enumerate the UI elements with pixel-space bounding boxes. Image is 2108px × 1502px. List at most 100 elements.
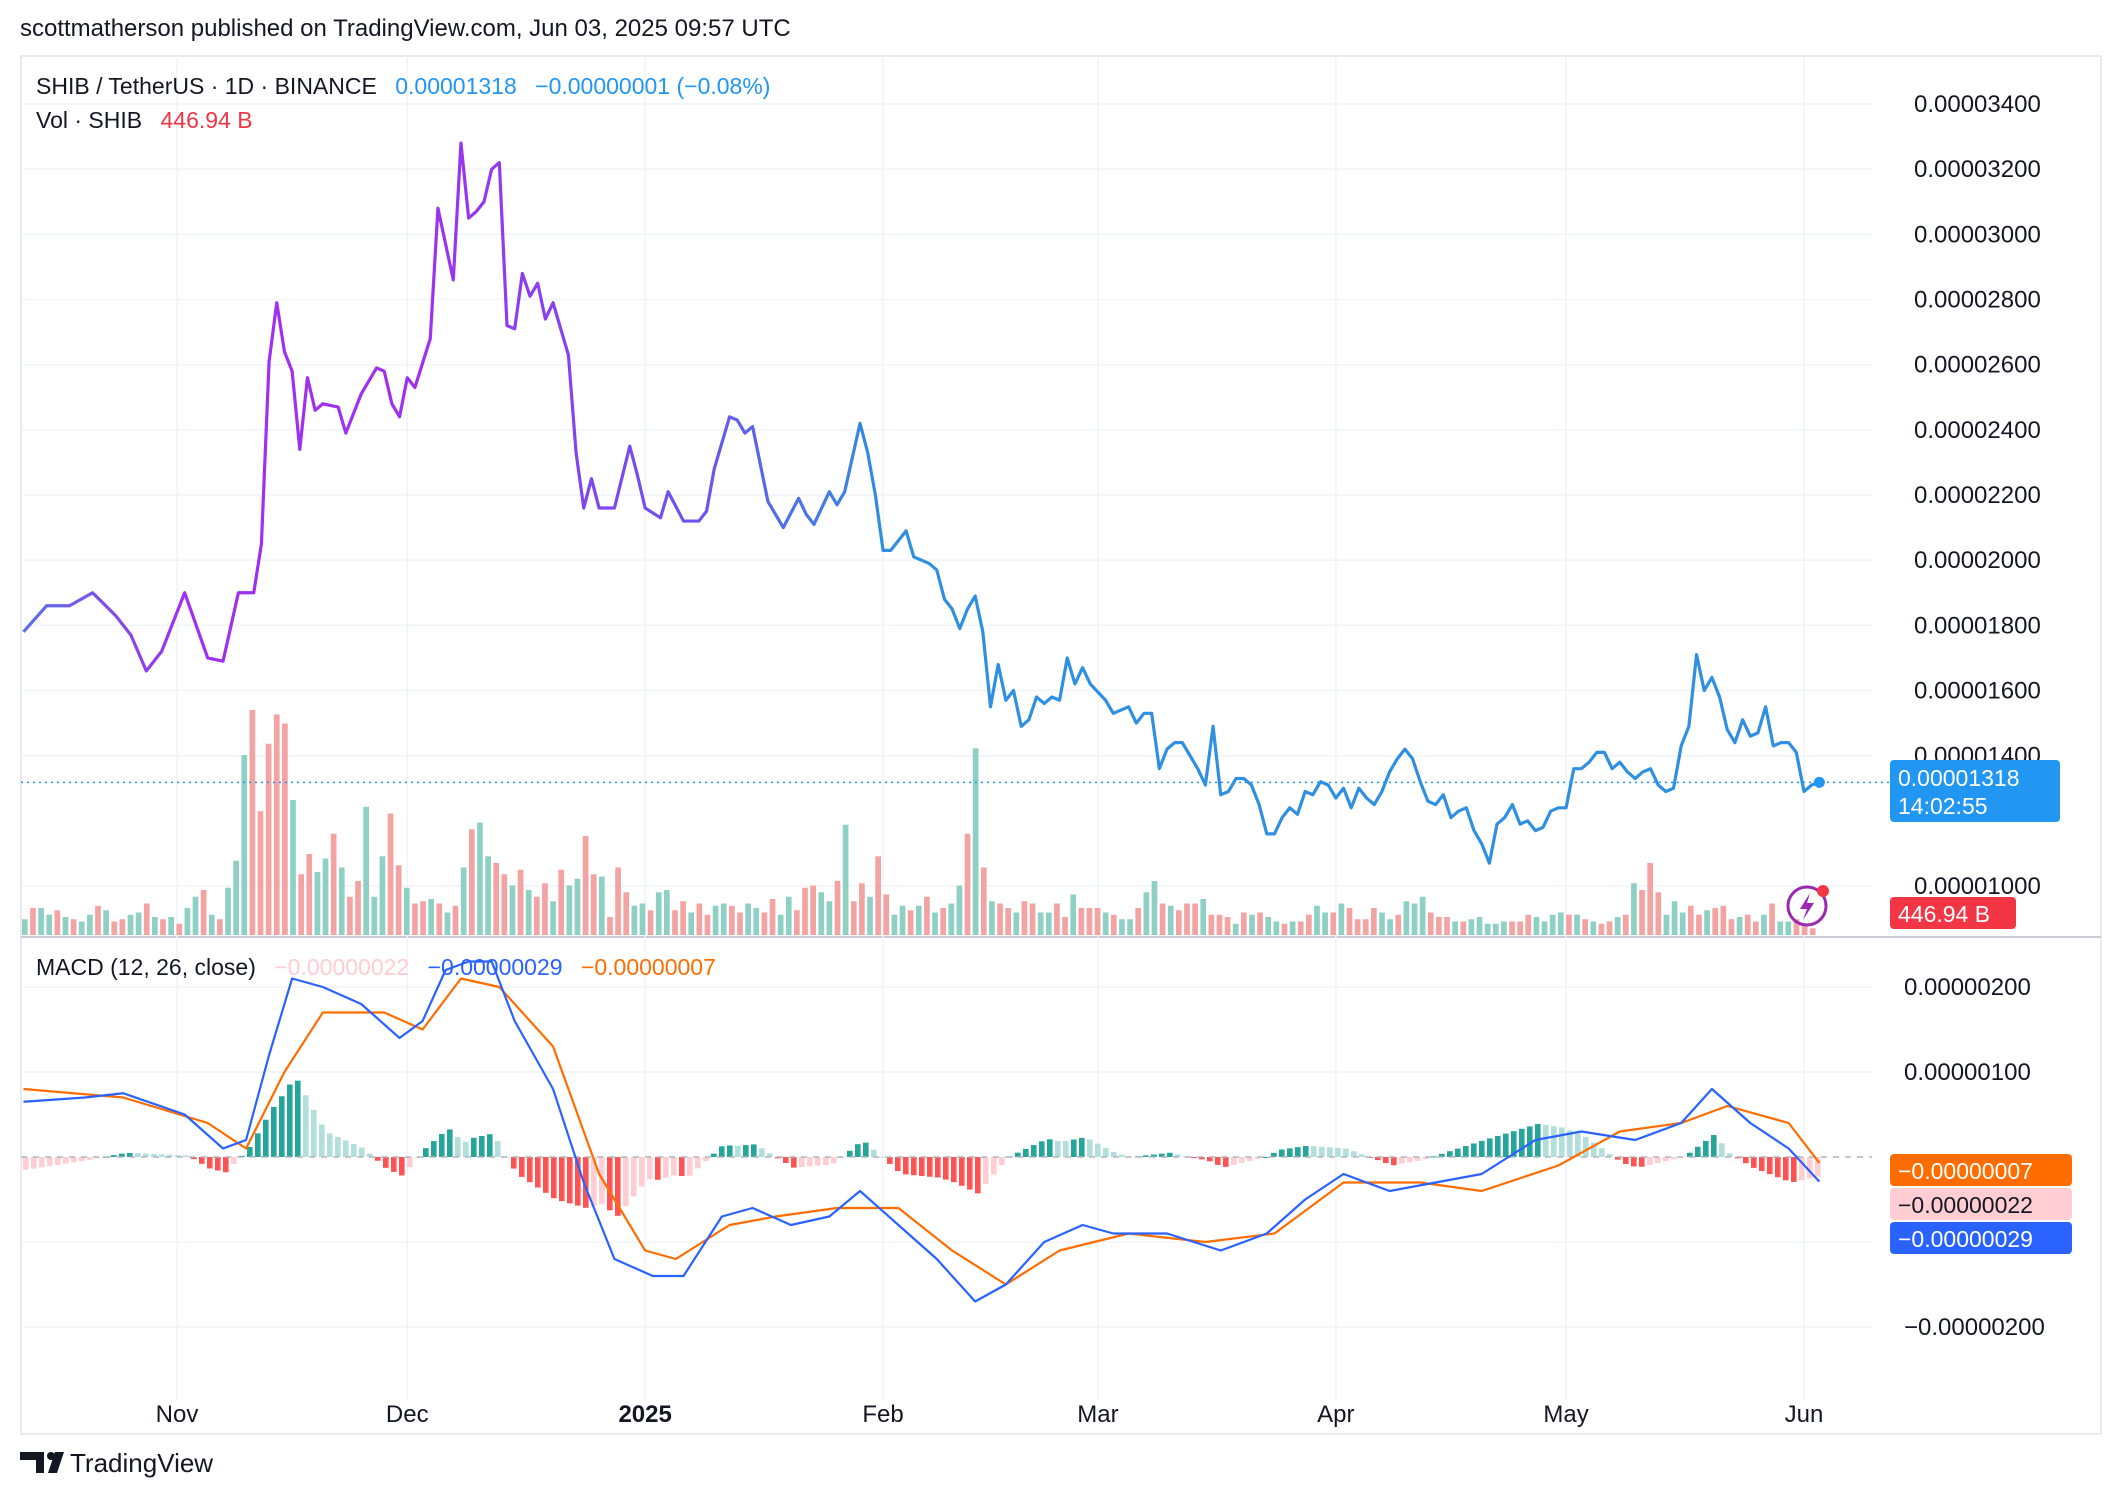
macd-histogram-bar bbox=[551, 1157, 557, 1199]
volume-bar bbox=[298, 874, 304, 935]
legend-volume-row[interactable]: Vol · SHIB 446.94 B bbox=[36, 107, 253, 133]
volume-bars bbox=[22, 710, 1816, 935]
price-y-tick-label: 0.00001000 bbox=[1914, 873, 2041, 900]
macd-histogram-bar bbox=[1607, 1153, 1613, 1157]
macd-histogram-bar bbox=[39, 1157, 45, 1168]
macd-histogram-bar bbox=[1119, 1154, 1125, 1157]
macd-histogram-bar bbox=[1015, 1152, 1021, 1157]
macd-histogram-bar bbox=[311, 1109, 317, 1157]
volume-bar bbox=[956, 885, 963, 935]
macd-histogram-bar bbox=[639, 1157, 645, 1187]
volume-bar bbox=[119, 919, 126, 935]
volume-bar bbox=[38, 908, 44, 935]
volume-bar bbox=[533, 896, 540, 935]
macd-histogram-bar bbox=[295, 1080, 301, 1157]
price-y-tick-label: 0.00001600 bbox=[1914, 678, 2041, 705]
macd-histogram-bar bbox=[1271, 1152, 1277, 1157]
macd-histogram-bar bbox=[1295, 1147, 1301, 1157]
x-tick-label: Dec bbox=[386, 1401, 429, 1428]
volume-bar bbox=[1021, 901, 1028, 935]
macd-histogram-bar bbox=[1255, 1157, 1261, 1159]
volume-bar bbox=[95, 905, 101, 935]
macd-histogram-bar bbox=[1687, 1152, 1693, 1157]
tradingview-logo[interactable]: TradingView bbox=[20, 1448, 213, 1478]
macd-histogram-bar bbox=[935, 1157, 941, 1178]
volume-bar bbox=[184, 908, 191, 935]
macd-histogram-bar bbox=[1247, 1157, 1253, 1161]
volume-bar bbox=[1086, 908, 1093, 935]
macd-histogram-bar bbox=[263, 1119, 269, 1157]
x-tick-label: Mar bbox=[1077, 1401, 1118, 1428]
volume-bar bbox=[997, 903, 1003, 935]
macd-histogram-bar bbox=[1407, 1157, 1413, 1163]
macd-histogram-bar bbox=[1463, 1146, 1469, 1157]
macd-histogram-bar bbox=[527, 1157, 533, 1183]
macd-histogram-bar bbox=[1639, 1157, 1645, 1167]
macd-histogram-bar bbox=[711, 1153, 717, 1157]
volume-bar bbox=[566, 885, 573, 935]
macd-histogram-bar bbox=[655, 1157, 661, 1180]
macd-histogram-bar bbox=[559, 1157, 565, 1202]
macd-histogram-bar bbox=[1031, 1145, 1037, 1157]
macd-histogram-bar bbox=[231, 1157, 237, 1165]
macd-histogram-bar bbox=[1671, 1157, 1677, 1160]
volume-bar bbox=[1078, 908, 1085, 935]
macd-histogram-bar bbox=[1023, 1148, 1029, 1157]
macd-histogram-bar bbox=[1055, 1140, 1061, 1157]
macd-histogram-bar bbox=[1575, 1133, 1581, 1157]
macd-histogram-bar bbox=[1095, 1143, 1101, 1157]
volume-bar bbox=[347, 896, 353, 935]
price-y-tick-label: 0.00002200 bbox=[1914, 482, 2041, 509]
macd-histogram-bar bbox=[1415, 1157, 1421, 1161]
macd-histogram-bar bbox=[1431, 1156, 1437, 1158]
volume-bar bbox=[1533, 917, 1540, 935]
volume-bar bbox=[338, 867, 345, 935]
price-y-tick-label: 0.00003000 bbox=[1914, 221, 2041, 248]
price-badge: 0.00001318 14:02:55 bbox=[1890, 760, 2060, 822]
macd-histogram-bar bbox=[1343, 1148, 1349, 1157]
legend-macd-line: −0.00000029 bbox=[428, 954, 563, 980]
macd-histogram-bar bbox=[1807, 1157, 1813, 1179]
volume-bar bbox=[1037, 912, 1044, 935]
axes: Nov Dec 2025 Feb Mar Apr May Jun 0.00003400 0.000… bbox=[156, 91, 2045, 1428]
macd-histogram-bar bbox=[1783, 1157, 1789, 1181]
macd-pane bbox=[21, 960, 1872, 1303]
volume-bar bbox=[899, 905, 906, 935]
macd-histogram-bar bbox=[1623, 1157, 1629, 1165]
volume-bar bbox=[1192, 903, 1198, 935]
macd-histogram-bar bbox=[351, 1143, 357, 1157]
macd-histogram-bar bbox=[1455, 1148, 1461, 1157]
volume-bar bbox=[1647, 863, 1654, 935]
macd-histogram-bar bbox=[1439, 1153, 1445, 1157]
volume-bar bbox=[1322, 912, 1328, 935]
volume-bar bbox=[777, 914, 784, 935]
macd-histogram-bar bbox=[1495, 1135, 1501, 1157]
volume-bar bbox=[688, 912, 695, 935]
macd-histogram-bar bbox=[1663, 1157, 1669, 1162]
volume-bar bbox=[761, 912, 768, 935]
macd-histogram-bar bbox=[951, 1157, 957, 1183]
macd-histogram-bar bbox=[1799, 1157, 1805, 1181]
macd-histogram-bar bbox=[399, 1157, 405, 1176]
legend-symbol-row[interactable]: SHIB / TetherUS · 1D · BINANCE 0.0000131… bbox=[36, 73, 770, 99]
volume-bar bbox=[980, 867, 987, 935]
volume-bar bbox=[290, 800, 296, 935]
volume-bar bbox=[1241, 912, 1247, 935]
legend-price: 0.00001318 bbox=[395, 73, 517, 99]
macd-histogram-bar bbox=[1079, 1137, 1085, 1157]
price-y-tick-label: 0.00002000 bbox=[1914, 547, 2041, 574]
volume-bar bbox=[1663, 914, 1670, 935]
volume-badge: 446.94 B bbox=[1890, 897, 2016, 929]
volume-bar bbox=[1419, 896, 1426, 935]
volume-bar bbox=[1492, 923, 1499, 935]
volume-bar bbox=[867, 896, 873, 935]
volume-bar bbox=[509, 885, 516, 935]
macd-histogram-bar bbox=[1767, 1157, 1773, 1175]
legend-macd-row[interactable]: MACD (12, 26, close) −0.00000022 −0.0000… bbox=[36, 954, 716, 980]
volume-bar bbox=[22, 919, 28, 935]
macd-histogram-bar bbox=[1047, 1139, 1053, 1157]
lightning-icon[interactable] bbox=[1786, 885, 1829, 927]
macd-histogram-bar bbox=[1567, 1130, 1573, 1157]
volume-bar bbox=[46, 914, 53, 935]
macd-histogram-bar bbox=[1359, 1154, 1365, 1157]
